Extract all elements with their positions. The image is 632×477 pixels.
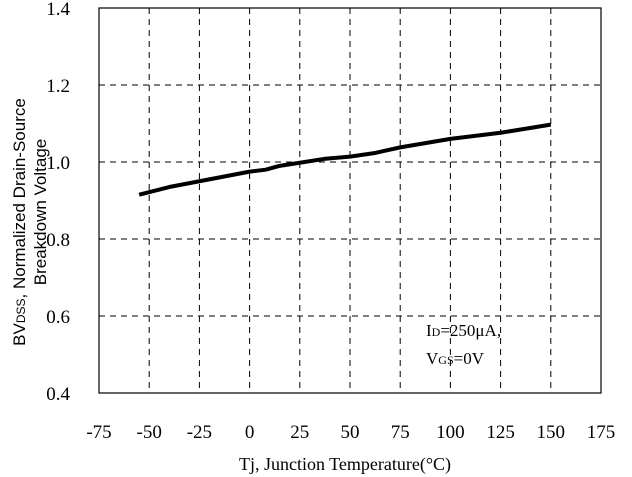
y-tick-label: 0.4 — [46, 384, 70, 405]
annotation-vgs-sub: GS — [438, 353, 453, 367]
annotation-line2: VGS=0V — [426, 349, 485, 368]
y-axis-label: BVDSS, Normalized Drain-Source Breakdown… — [10, 98, 50, 346]
condition-annotation: ID=250μA, VGS=0V — [426, 321, 501, 368]
series-layer — [138, 122, 552, 197]
x-axis-label: Tj, Junction Temperature(°C) — [239, 454, 451, 475]
annotation-id-sub: D — [432, 325, 441, 339]
x-tick-label: 25 — [290, 422, 309, 443]
x-tick-label: 50 — [341, 422, 360, 443]
y-axis-label-bv: BV — [10, 322, 29, 345]
series-line — [138, 122, 552, 197]
y-tick-label: 1.0 — [46, 153, 70, 174]
plot-frame — [98, 7, 602, 394]
y-axis-label-sub: DSS — [14, 298, 28, 323]
x-tick-label: -75 — [86, 422, 111, 443]
y-axis-tick-labels: 0.4 0.6 0.8 1.0 1.2 1.4 — [46, 0, 70, 405]
annotation-vgs-main: V — [426, 349, 439, 368]
y-tick-label: 0.6 — [46, 307, 70, 328]
annotation-id-main: I — [426, 321, 432, 340]
x-tick-label: 175 — [587, 422, 616, 443]
x-axis-tick-labels: -75 -50 -25 0 25 50 75 100 125 150 175 — [86, 422, 615, 443]
y-axis-label-rest: , Normalized Drain-Source — [10, 98, 29, 298]
annotation-vgs-rest: =0V — [454, 349, 485, 368]
x-tick-label: -50 — [137, 422, 162, 443]
annotation-id-rest: =250μA, — [440, 321, 501, 340]
annotation-line1: ID=250μA, — [426, 321, 501, 340]
x-tick-label: -25 — [187, 422, 212, 443]
y-tick-label: 1.2 — [46, 76, 70, 97]
x-tick-label: 150 — [537, 422, 566, 443]
y-axis-label-line2: Breakdown Voltage — [31, 139, 50, 286]
y-axis-label-line1: BVDSS, Normalized Drain-Source — [10, 98, 29, 346]
x-tick-label: 0 — [245, 422, 255, 443]
x-tick-label: 100 — [436, 422, 465, 443]
y-tick-label: 0.8 — [46, 230, 70, 251]
x-tick-label: 75 — [391, 422, 410, 443]
y-tick-label: 1.4 — [46, 0, 70, 20]
x-tick-label: 125 — [486, 422, 515, 443]
grid-lines — [99, 8, 601, 393]
